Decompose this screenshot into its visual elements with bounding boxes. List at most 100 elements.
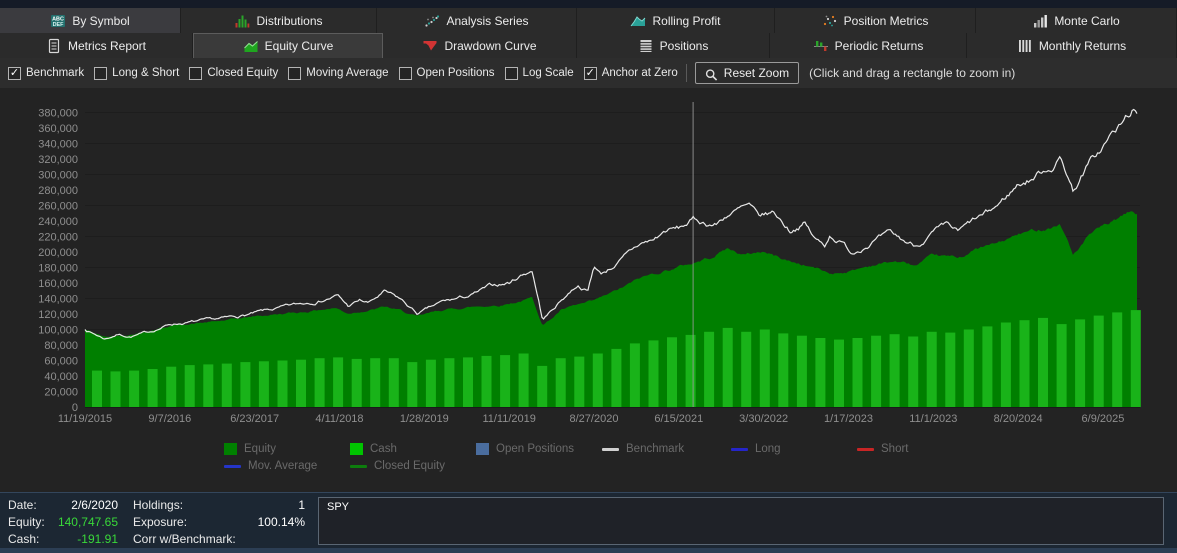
checkbox-label: Long & Short bbox=[112, 67, 180, 79]
cash-bar bbox=[834, 339, 844, 407]
tab-monthly-returns[interactable]: Monthly Returns bbox=[967, 33, 1177, 58]
cash-bar bbox=[555, 358, 566, 407]
x-axis-tick-label: 11/11/2019 bbox=[482, 413, 535, 425]
status-label-exposure: Exposure: bbox=[133, 514, 188, 529]
y-axis-tick-label: 260,000 bbox=[38, 201, 78, 213]
x-axis-tick-label: 6/23/2017 bbox=[230, 413, 279, 425]
by-symbol-icon: ABC DEF bbox=[50, 13, 66, 29]
status-label-cash: Cash: bbox=[8, 531, 40, 546]
checkbox-item-log-scale: Log Scale bbox=[504, 66, 574, 80]
legend-swatch-mov-average bbox=[224, 464, 241, 468]
cash-bar bbox=[704, 331, 715, 407]
tab-distributions[interactable]: Distributions bbox=[181, 8, 377, 33]
cash-bar bbox=[963, 329, 974, 407]
y-axis-tick-label: 140,000 bbox=[38, 294, 78, 306]
equity-curve-chart[interactable]: 380,000 360,000 340,000 320,000 300,000 280,0… bbox=[0, 88, 1177, 492]
analysis-series-icon bbox=[424, 13, 440, 29]
tab-positions[interactable]: Positions bbox=[577, 33, 770, 58]
symbol-input[interactable]: SPY bbox=[318, 497, 1164, 545]
legend-swatch-long bbox=[731, 447, 748, 451]
rolling-profit-icon bbox=[630, 13, 646, 29]
legend-label: Cash bbox=[370, 443, 397, 455]
y-axis-tick-label: 20,000 bbox=[44, 387, 78, 399]
chart-canvas[interactable]: 380,000 360,000 340,000 320,000 300,000 280,0… bbox=[0, 88, 1177, 492]
checkbox-open-positions[interactable] bbox=[398, 66, 412, 80]
checkbox-moving-average[interactable] bbox=[288, 66, 302, 80]
cash-bar bbox=[1130, 310, 1141, 407]
x-axis-tick-label: 9/7/2016 bbox=[148, 413, 191, 425]
cash-bar bbox=[129, 370, 140, 407]
cash-bar bbox=[1075, 319, 1086, 407]
cash-bar bbox=[110, 371, 121, 407]
tab-metrics-report[interactable]: Metrics Report bbox=[0, 33, 193, 58]
status-value-equity: 140,747.65 bbox=[57, 514, 118, 529]
status-value-exposure: 100.14% bbox=[257, 514, 305, 529]
checkbox-anchor-at-zero[interactable]: ✓ bbox=[583, 66, 597, 80]
y-axis-tick-label: 0 bbox=[72, 402, 78, 414]
tab-drawdown-curve[interactable]: Drawdown Curve bbox=[383, 33, 577, 58]
cash-bar bbox=[982, 326, 993, 407]
checkbox-long-short[interactable] bbox=[94, 66, 108, 80]
tab-position-metrics[interactable]: Position Metrics bbox=[775, 8, 976, 33]
status-label-holdings: Holdings: bbox=[133, 497, 184, 512]
cash-bar bbox=[945, 332, 956, 407]
cash-bar bbox=[92, 370, 102, 407]
tab-rolling-profit[interactable]: Rolling Profit bbox=[577, 8, 775, 33]
status-column-left: Date: 2/6/2020 Equity: 140,747.65 Cash: -191.… bbox=[8, 496, 118, 547]
cash-bar bbox=[351, 358, 362, 407]
magnifier-icon bbox=[705, 67, 718, 81]
tab-label: Distributions bbox=[256, 13, 323, 28]
tab-label: Drawdown Curve bbox=[444, 38, 537, 53]
toolbar-checkboxes: ✓ Benchmark Long & Short Closed Equity Movin… bbox=[8, 66, 678, 80]
cash-bar bbox=[592, 353, 603, 407]
checkbox-log-scale[interactable] bbox=[504, 66, 518, 80]
status-label-equity: Equity: bbox=[8, 514, 45, 529]
cash-bar bbox=[1056, 324, 1067, 407]
x-axis-tick-label: 8/27/2020 bbox=[570, 413, 619, 425]
x-axis-tick-label: 6/9/2025 bbox=[1082, 413, 1125, 425]
svg-text:DEF: DEF bbox=[53, 22, 64, 28]
tab-analysis-series[interactable]: Analysis Series bbox=[377, 8, 577, 33]
cash-bar bbox=[796, 335, 807, 407]
legend-label: Closed Equity bbox=[374, 460, 445, 472]
legend-short: Short bbox=[857, 442, 909, 456]
legend-open-positions: Open Positions bbox=[476, 442, 574, 456]
cash-bar bbox=[1093, 315, 1104, 407]
status-value-cash: -191.91 bbox=[77, 531, 118, 546]
checkbox-closed-equity[interactable] bbox=[189, 66, 203, 80]
legend-equity: Equity bbox=[224, 442, 276, 456]
cash-bar bbox=[741, 331, 752, 407]
tab-row-bottom: Metrics Report Equity Curve Drawdown Curve… bbox=[0, 33, 1177, 58]
x-axis-tick-label: 11/19/2015 bbox=[58, 413, 112, 425]
cash-bar bbox=[314, 358, 325, 407]
tab-monte-carlo[interactable]: Monte Carlo bbox=[976, 8, 1177, 33]
legend-closed-equity: Closed Equity bbox=[350, 459, 445, 473]
cash-bar bbox=[147, 369, 158, 407]
cash-bar bbox=[685, 334, 696, 407]
y-axis-tick-label: 160,000 bbox=[38, 278, 78, 290]
status-row-exposure: Exposure: 100.14% bbox=[133, 513, 305, 530]
cash-bar bbox=[184, 365, 195, 407]
y-axis-tick-label: 40,000 bbox=[44, 371, 78, 383]
checkbox-benchmark[interactable]: ✓ bbox=[8, 66, 21, 80]
cash-bar bbox=[500, 355, 511, 407]
reset-zoom-button[interactable]: Reset Zoom bbox=[694, 62, 800, 84]
status-row-cash: Cash: -191.91 bbox=[8, 530, 118, 547]
tab-row-top: ABC DEF By Symbol Distributions Analysis Ser… bbox=[0, 8, 1177, 33]
cash-bar bbox=[203, 364, 214, 407]
tab-label: Periodic Returns bbox=[834, 38, 924, 53]
legend-cash: Cash bbox=[350, 442, 397, 456]
x-axis-tick-label: 1/28/2019 bbox=[400, 413, 449, 425]
monte-carlo-icon bbox=[1032, 13, 1048, 29]
tab-periodic-returns[interactable]: Periodic Returns bbox=[770, 33, 967, 58]
tab-label: By Symbol bbox=[72, 13, 130, 28]
monthly-returns-icon bbox=[1017, 38, 1033, 54]
cash-bar bbox=[1019, 320, 1030, 407]
tab-equity-curve[interactable]: Equity Curve bbox=[193, 33, 383, 58]
checkbox-item-anchor-at-zero: ✓ Anchor at Zero bbox=[583, 66, 678, 80]
cash-bar bbox=[1038, 317, 1048, 407]
legend-swatch-benchmark bbox=[602, 447, 619, 451]
status-row-holdings: Holdings: 1 bbox=[133, 496, 305, 513]
reset-zoom-label: Reset Zoom bbox=[723, 66, 790, 80]
tab-by-symbol[interactable]: ABC DEF By Symbol bbox=[0, 8, 181, 33]
